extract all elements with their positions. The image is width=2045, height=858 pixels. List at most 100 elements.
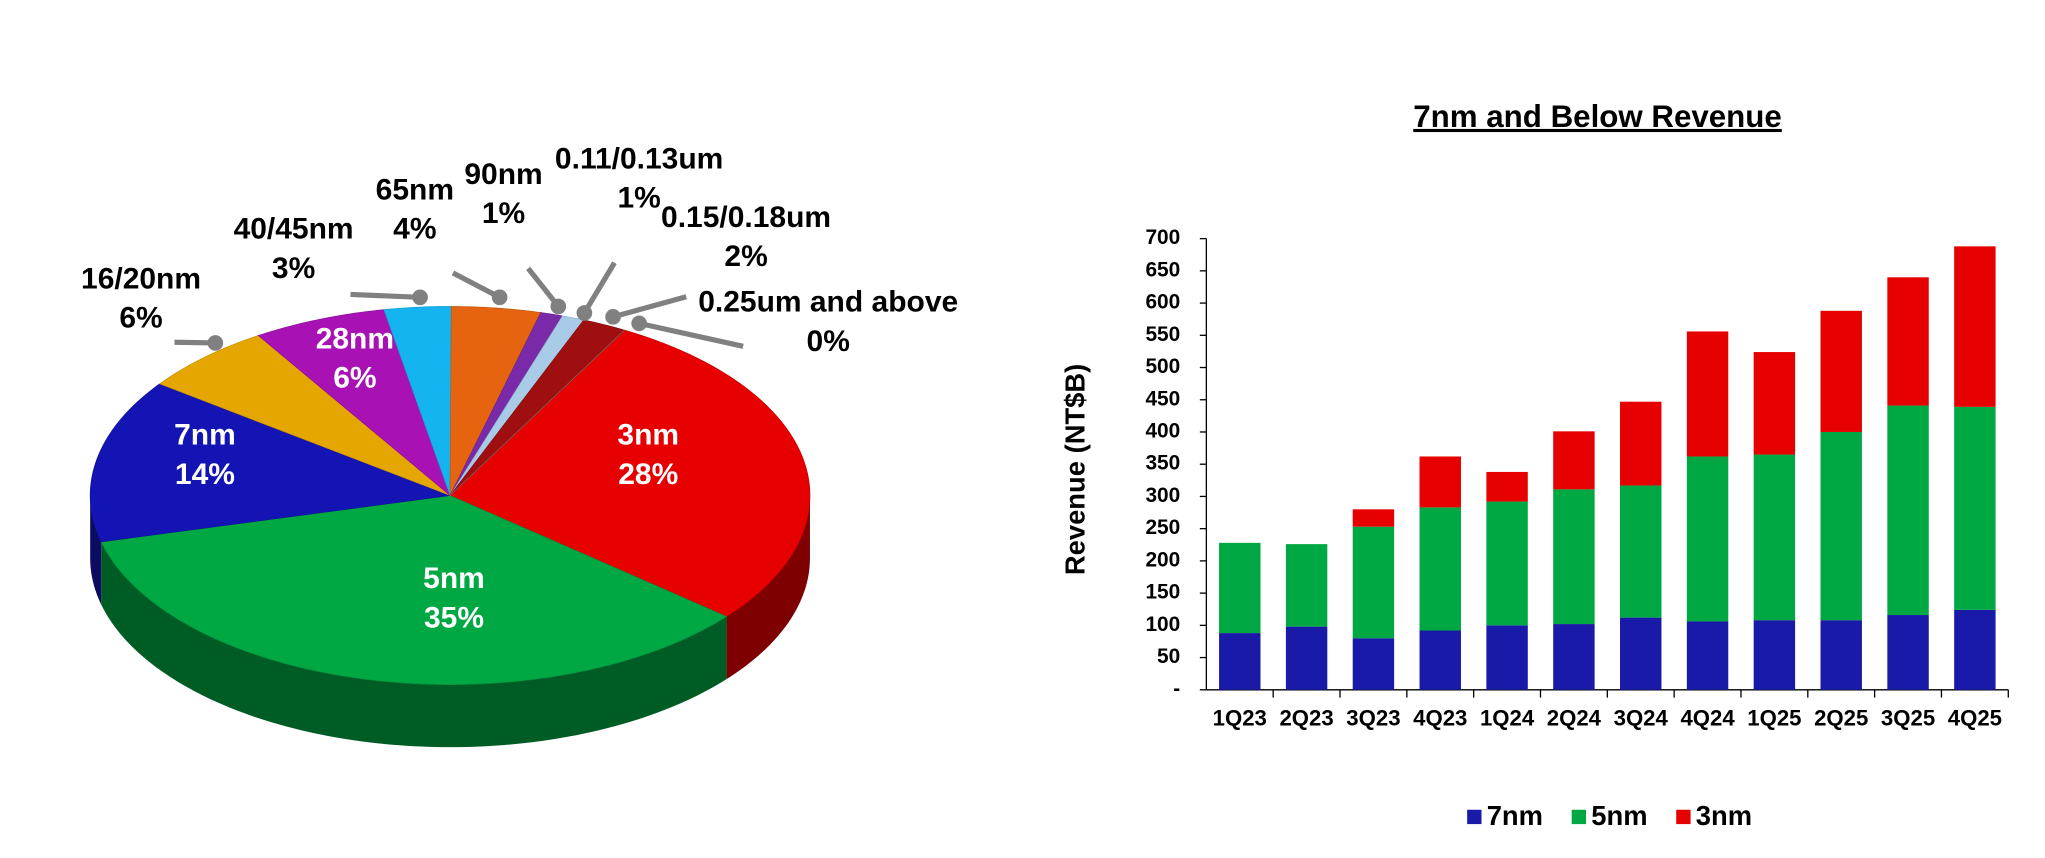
leader-dot xyxy=(631,315,647,332)
x-tick-label: 3Q23 xyxy=(1346,706,1400,731)
legend-label: 3nm xyxy=(1696,800,1752,831)
bar-segment xyxy=(1219,633,1261,690)
bar-segment xyxy=(1419,507,1461,631)
bar-segment xyxy=(1954,406,1996,610)
slice-label: 28nm xyxy=(316,322,394,355)
slice-value-label: 6% xyxy=(119,301,162,334)
slice-value-label: 4% xyxy=(393,213,436,246)
y-tick-label: 600 xyxy=(1145,291,1180,314)
leader-line xyxy=(451,270,501,300)
pie-slice xyxy=(449,319,626,496)
bar-segment xyxy=(1553,431,1595,490)
leader-dot xyxy=(207,335,224,351)
x-tick-label: 1Q24 xyxy=(1480,706,1535,731)
bar-segment xyxy=(1352,509,1395,527)
slice-value-label: 14% xyxy=(175,458,235,491)
bar-segment xyxy=(1820,431,1862,621)
pie-side xyxy=(101,541,727,748)
bar-segment xyxy=(1620,401,1662,486)
bar-segment xyxy=(1887,615,1929,690)
bar-segment xyxy=(1820,310,1862,432)
x-tick-label: 2Q24 xyxy=(1547,706,1602,731)
slice-label: 0.11/0.13um xyxy=(555,142,723,175)
y-tick-label: 500 xyxy=(1145,355,1180,378)
bar-segment xyxy=(1620,485,1662,618)
bar-segment xyxy=(1686,331,1729,457)
leader-dot xyxy=(605,309,621,325)
slice-label: 65nm xyxy=(376,174,454,207)
slice-value-label: 0% xyxy=(807,325,850,358)
slice-label: 7nm xyxy=(174,419,236,452)
y-tick-label: 650 xyxy=(1145,258,1180,281)
x-tick-label: 2Q25 xyxy=(1814,706,1868,731)
bar-segment xyxy=(1753,620,1796,690)
x-tick-label: 4Q25 xyxy=(1948,706,2002,731)
bar-segment xyxy=(1419,456,1461,508)
y-tick-label: - xyxy=(1173,677,1180,700)
chart-title: 7nm and Below Revenue xyxy=(1413,99,1782,134)
slice-value-label: 6% xyxy=(333,361,376,394)
slice-value-label: 1% xyxy=(617,181,660,214)
pie-slice xyxy=(100,495,728,685)
leader-dot xyxy=(491,289,508,306)
bar-segment xyxy=(1553,489,1595,625)
y-tick-label: 150 xyxy=(1145,581,1180,604)
bar-segment xyxy=(1620,617,1662,690)
y-tick-label: 350 xyxy=(1145,452,1180,475)
pie-slice xyxy=(449,329,811,617)
y-tick-label: 400 xyxy=(1145,419,1180,442)
bar-segment xyxy=(1352,638,1395,690)
bar-segment xyxy=(1219,542,1261,634)
slice-label: 40/45nm xyxy=(234,213,354,246)
x-tick-label: 3Q24 xyxy=(1614,706,1669,731)
slice-label: 5nm xyxy=(423,562,485,595)
leader-dot xyxy=(412,289,428,306)
slice-value-label: 28% xyxy=(618,458,678,491)
pie-slice xyxy=(383,306,452,496)
slice-value-label: 3% xyxy=(272,252,315,285)
y-tick-label: 100 xyxy=(1145,613,1180,636)
legend-label: 7nm xyxy=(1487,800,1543,831)
legend-swatch xyxy=(1571,809,1587,825)
bar-segment xyxy=(1954,609,1996,690)
bar-segment xyxy=(1285,626,1328,690)
slice-value-label: 2% xyxy=(724,240,767,273)
bar-segment xyxy=(1486,625,1528,690)
x-tick-label: 1Q25 xyxy=(1747,706,1801,731)
slice-label: 0.15/0.18um xyxy=(661,201,831,234)
slice-value-label: 1% xyxy=(482,197,525,230)
bar-segment xyxy=(1820,620,1862,690)
y-tick-label: 450 xyxy=(1145,387,1180,410)
legend-label: 5nm xyxy=(1591,800,1647,831)
y-tick-label: 50 xyxy=(1157,645,1180,668)
bar-segment xyxy=(1486,501,1528,626)
pie-slice xyxy=(449,306,542,496)
y-tick-label: 300 xyxy=(1145,484,1180,507)
bar-segment xyxy=(1887,405,1929,616)
y-axis-label: Revenue (NT$B) xyxy=(1060,364,1091,575)
bar-segment xyxy=(1753,352,1796,455)
x-tick-label: 2Q23 xyxy=(1279,706,1333,731)
bar-segment xyxy=(1686,456,1729,622)
leader-line xyxy=(638,320,744,349)
y-tick-label: 700 xyxy=(1145,226,1180,249)
bar-segment xyxy=(1753,454,1796,621)
leader-line xyxy=(612,294,687,320)
leader-dot xyxy=(550,298,567,315)
pie-slice xyxy=(257,309,451,497)
pie-slice xyxy=(158,335,451,496)
bar-segment xyxy=(1686,621,1729,690)
leader-line xyxy=(526,266,561,309)
bar-segment xyxy=(1419,630,1461,690)
x-tick-label: 4Q23 xyxy=(1413,706,1467,731)
pie-slice xyxy=(449,329,625,496)
y-tick-label: 550 xyxy=(1145,323,1180,346)
slice-value-label: 35% xyxy=(424,601,484,634)
legend-swatch xyxy=(1676,809,1691,825)
slice-label: 90nm xyxy=(464,158,542,191)
slice-label: 16/20nm xyxy=(81,262,201,295)
slice-label: 3nm xyxy=(617,419,679,452)
pie-side xyxy=(90,495,102,605)
pie-side xyxy=(726,495,810,680)
